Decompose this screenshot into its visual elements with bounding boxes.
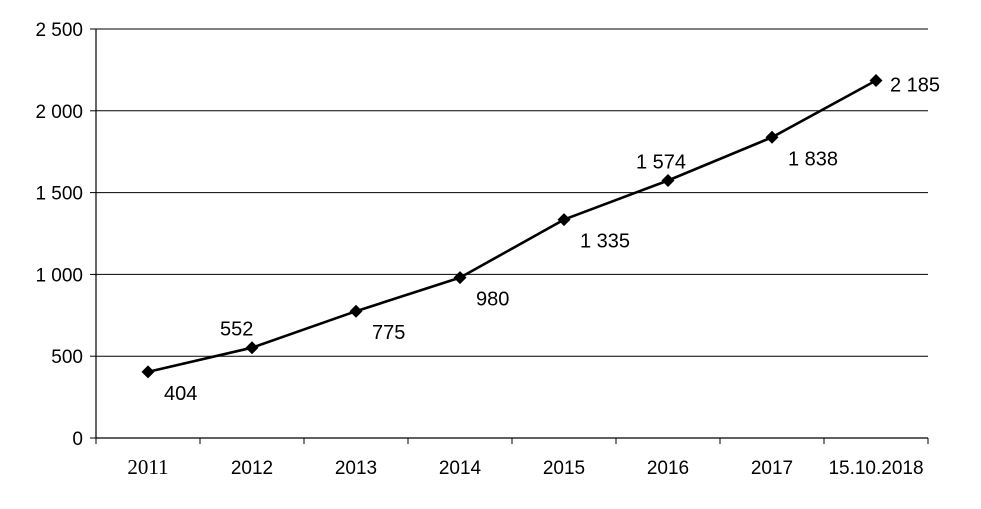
data-point	[141, 365, 155, 379]
data-label: 404	[164, 383, 197, 405]
x-tick-label: 15.10.2018	[828, 458, 923, 479]
x-tick-label: 2017	[751, 458, 793, 479]
y-tick-label: 500	[51, 347, 83, 368]
x-tick-label: 2016	[647, 458, 689, 479]
data-labels: 404 552 775 980 1 335 1 574 1 838 2 185	[164, 75, 940, 405]
y-tick-label: 0	[72, 429, 83, 450]
data-label: 2 185	[890, 75, 940, 97]
data-point	[245, 341, 259, 355]
y-tick-label: 2 000	[35, 102, 83, 123]
data-point	[765, 130, 779, 144]
data-point	[557, 213, 571, 227]
y-tick-label: 2 500	[35, 20, 83, 41]
axes	[95, 29, 928, 439]
x-tick-label: 2014	[439, 458, 482, 479]
x-tick-label: 2012	[231, 458, 273, 479]
data-label: 980	[476, 289, 509, 311]
y-axis-ticks: 0 500 1 000 1 500 2 000 2 500	[35, 20, 96, 450]
y-tick-label: 1 500	[35, 184, 83, 205]
data-label: 775	[372, 322, 405, 344]
data-point	[661, 173, 675, 187]
data-label: 1 574	[636, 151, 686, 173]
x-tick-label: 2015	[543, 458, 585, 479]
gridlines	[96, 28, 928, 357]
data-point	[349, 304, 363, 318]
data-point	[453, 271, 467, 285]
series-line	[147, 79, 877, 374]
data-point	[869, 74, 883, 88]
data-label: 552	[220, 319, 253, 341]
x-axis-ticks: 2011 2012 2013 2014 2015 2016 2017 15.10.2018	[95, 438, 929, 479]
data-label: 1 335	[580, 231, 630, 253]
data-label: 1 838	[788, 148, 838, 170]
series	[141, 74, 883, 379]
y-tick-label: 1 000	[35, 265, 83, 286]
x-tick-label: 2013	[335, 458, 377, 479]
x-tick-label: 2011	[127, 455, 168, 479]
